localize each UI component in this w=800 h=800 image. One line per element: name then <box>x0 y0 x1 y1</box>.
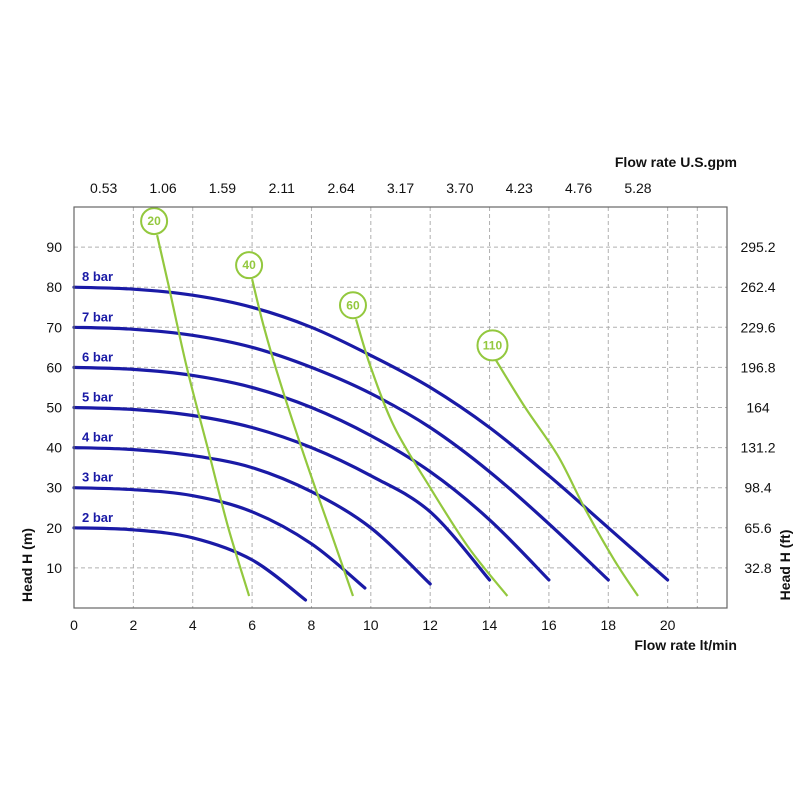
x-tick-label: 18 <box>600 617 616 633</box>
y-left-tick-label: 40 <box>46 440 62 456</box>
x-tick-label: 10 <box>363 617 379 633</box>
x-tick-label: 14 <box>482 617 498 633</box>
air-consumption-circle <box>338 291 367 320</box>
air-consumption-circle <box>476 329 509 362</box>
air-consumption-line <box>494 358 639 597</box>
y-right-tick-label: 32.8 <box>744 560 771 576</box>
air-consumption-curves: 20 40 60 110 <box>140 207 639 597</box>
pressure-curve <box>72 285 670 582</box>
x-top-tick-label: 1.06 <box>149 180 176 196</box>
y-left-tick-label: 90 <box>46 239 62 255</box>
air-consumption-label: 110 <box>483 338 503 352</box>
pressure-curve-label: 5 bar <box>82 390 113 405</box>
x-top-tick-label: 1.59 <box>209 180 236 196</box>
y-left-tick-label: 70 <box>46 319 62 335</box>
pressure-curve <box>72 446 432 586</box>
pressure-curve-label: 3 bar <box>82 470 113 485</box>
y-axis-left-title: Head H (m) <box>19 528 35 602</box>
pressure-curve-label: 8 bar <box>82 269 113 284</box>
x-tick-label: 4 <box>189 617 197 633</box>
pressure-curve <box>72 405 492 582</box>
x-axis-bottom-title: Flow rate lt/min <box>634 637 737 653</box>
y-right-tick-label: 229.6 <box>740 319 775 335</box>
axis-ticks: 0 2 4 6 8 10 12 14 16 18 20 10 20 30 40 50 60 70 80 90 32.8 6… <box>46 180 775 633</box>
y-right-tick-label: 262.4 <box>740 279 775 295</box>
y-left-tick-label: 20 <box>46 520 62 536</box>
pressure-curves: 8 bar 7 bar 6 bar 5 bar 4 bar 3 bar 2 bar <box>72 269 670 602</box>
pressure-curve <box>72 526 308 602</box>
x-tick-label: 12 <box>422 617 438 633</box>
pressure-curve <box>72 325 610 582</box>
y-left-tick-label: 80 <box>46 279 62 295</box>
air-consumption-circle <box>235 251 264 280</box>
air-consumption-label: 60 <box>346 298 360 312</box>
y-left-tick-label: 60 <box>46 359 62 375</box>
pressure-curve <box>72 365 551 582</box>
pressure-curve-label: 6 bar <box>82 349 113 364</box>
pressure-curve <box>72 486 367 590</box>
y-right-tick-label: 65.6 <box>744 520 771 536</box>
x-top-tick-label: 3.17 <box>387 180 414 196</box>
air-consumption-line <box>251 278 355 597</box>
y-left-tick-label: 30 <box>46 480 62 496</box>
air-consumption-label: 20 <box>147 214 161 228</box>
y-right-tick-label: 164 <box>746 400 770 416</box>
x-tick-label: 8 <box>308 617 316 633</box>
plot-frame <box>73 206 728 609</box>
y-left-tick-label: 10 <box>46 560 62 576</box>
y-right-tick-label: 131.2 <box>740 440 775 456</box>
x-axis-top-title: Flow rate U.S.gpm <box>615 154 737 170</box>
x-top-tick-label: 5.28 <box>624 180 651 196</box>
air-consumption-label: 40 <box>242 258 256 272</box>
air-consumption-circle <box>140 207 169 236</box>
air-consumption-line <box>156 234 251 597</box>
y-right-tick-label: 295.2 <box>740 239 775 255</box>
x-top-tick-label: 4.76 <box>565 180 592 196</box>
pressure-curve-label: 4 bar <box>82 430 113 445</box>
x-top-tick-label: 4.23 <box>506 180 533 196</box>
y-right-tick-label: 196.8 <box>740 359 775 375</box>
x-tick-label: 20 <box>660 617 676 633</box>
x-tick-label: 2 <box>129 617 137 633</box>
x-top-tick-label: 2.11 <box>269 180 295 196</box>
y-right-tick-label: 98.4 <box>744 480 771 496</box>
x-tick-label: 16 <box>541 617 557 633</box>
y-axis-right-title: Head H (ft) <box>777 530 793 601</box>
x-top-tick-label: 3.70 <box>446 180 473 196</box>
x-tick-label: 0 <box>70 617 78 633</box>
y-left-tick-label: 50 <box>46 400 62 416</box>
x-tick-label: 6 <box>248 617 256 633</box>
x-top-tick-label: 2.64 <box>328 180 355 196</box>
x-top-tick-label: 0.53 <box>90 180 117 196</box>
pressure-curve-label: 7 bar <box>82 309 113 324</box>
air-consumption-line <box>354 318 509 597</box>
grid <box>74 207 727 608</box>
pressure-curve-label: 2 bar <box>82 510 113 525</box>
